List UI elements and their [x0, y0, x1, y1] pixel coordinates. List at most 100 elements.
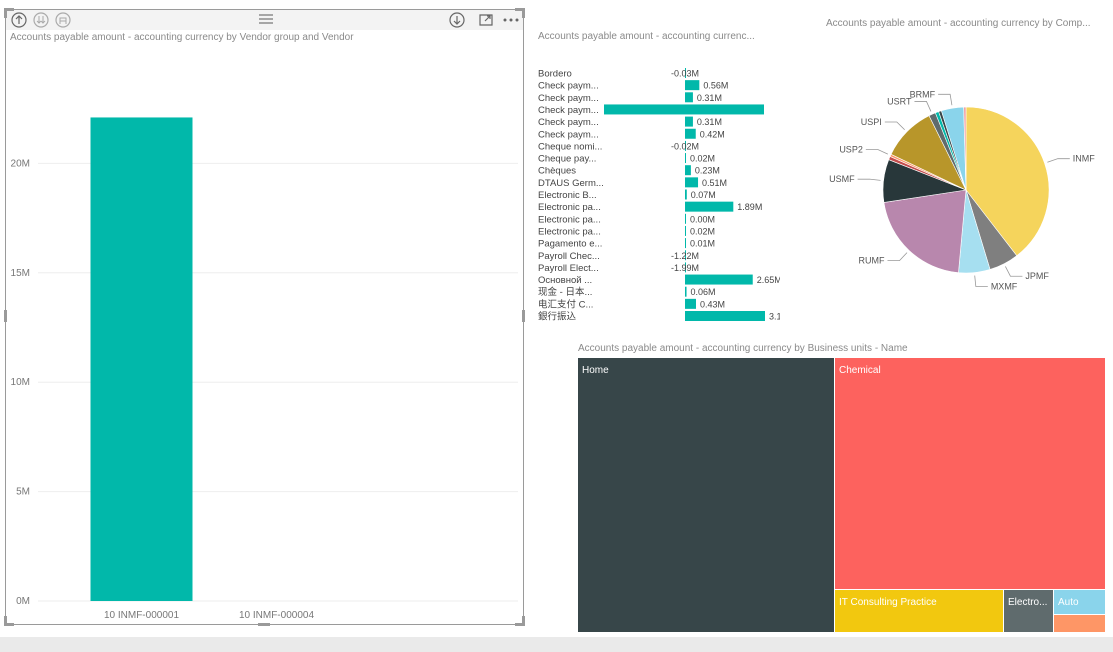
resize-handle[interactable] [522, 616, 525, 626]
bar [685, 140, 686, 151]
slice-label: USMF [829, 174, 855, 184]
y-tick-label: 20M [11, 158, 30, 169]
data-label: -1.22M [671, 251, 699, 261]
data-label: 0.02M [690, 154, 715, 164]
data-label: 0.43M [700, 299, 725, 309]
column-chart-plot: 0M 5M 10M 15M 20M 10 INMF-000001 10 INMF-00000… [11, 117, 518, 621]
bar [685, 128, 696, 139]
x-tick-label: 10 INMF-000004 [239, 610, 314, 621]
bar [685, 250, 686, 261]
bar [604, 104, 764, 115]
payment-method-bar-chart[interactable]: Bordero -0.03M Check paym... 0.56M Check pay… [530, 64, 780, 324]
data-label: 0.00M [690, 214, 715, 224]
resize-handle[interactable] [258, 623, 270, 626]
vendor-column-chart[interactable]: Accounts payable amount - accounting cur… [5, 9, 524, 625]
bar [90, 117, 193, 602]
bar [685, 298, 696, 309]
payment-chart-title: Accounts payable amount - accounting cur… [538, 31, 755, 42]
category-label: Check paym... [538, 117, 599, 128]
category-label: Payroll Chec... [538, 251, 600, 262]
leader-line [1047, 158, 1070, 163]
leader-line [884, 121, 905, 131]
chart-title: Accounts payable amount - accounting cur… [10, 32, 354, 43]
pie-chart-title: Accounts payable amount - accounting cur… [826, 18, 1091, 29]
data-label: -1.99M [671, 263, 699, 273]
slice-label: USPI [861, 117, 882, 127]
data-label: 0.07M [691, 190, 716, 200]
slice-label: JPMF [1025, 271, 1049, 281]
slice-label: MXMF [991, 282, 1018, 292]
category-label: DTAUS Germ... [538, 178, 604, 189]
slice-label: BRMF [910, 89, 936, 99]
bar [685, 177, 699, 188]
resize-handle[interactable] [515, 8, 525, 11]
bar [685, 225, 686, 236]
treemap-label: Home [582, 365, 609, 376]
category-label: Electronic pa... [538, 202, 601, 213]
category-label: Payroll Elect... [538, 263, 599, 274]
resize-handle[interactable] [522, 8, 525, 18]
leader-line [914, 101, 932, 112]
bar [685, 165, 691, 176]
resize-handle[interactable] [522, 310, 525, 322]
leader-line [857, 178, 881, 181]
bar [685, 311, 765, 321]
business-units-treemap[interactable]: Home Chemical IT Consulting Practice Electr… [578, 358, 1105, 632]
data-label: 3.13 [769, 312, 780, 322]
category-label: 銀行振込 [538, 311, 577, 323]
category-label: 现金 - 日本... [538, 286, 592, 298]
resize-handle[interactable] [4, 8, 14, 11]
bar [685, 274, 753, 285]
treemap-tile [1004, 590, 1053, 632]
drill-down-all-icon[interactable] [33, 12, 49, 28]
category-label: Основной ... [538, 275, 592, 286]
resize-handle[interactable] [4, 310, 7, 322]
bar [685, 189, 687, 200]
category-label: Cheque nomi... [538, 141, 602, 152]
category-label: Check paym... [538, 81, 599, 92]
category-label: Pagamento e... [538, 239, 602, 250]
resize-handle[interactable] [4, 616, 7, 626]
data-label: 0.23M [695, 166, 720, 176]
treemap-tile [835, 358, 1105, 589]
bar [685, 153, 686, 164]
bar [685, 262, 686, 273]
resize-handle[interactable] [515, 623, 525, 626]
data-label: 0.31M [697, 117, 722, 127]
bar [685, 201, 734, 212]
visual-header [6, 10, 523, 30]
category-label: Electronic pa... [538, 214, 601, 225]
report-canvas: Accounts payable amount - accounting cur… [0, 0, 1113, 637]
resize-handle[interactable] [4, 8, 7, 18]
treemap-tile [1054, 590, 1105, 614]
category-label: Electronic B... [538, 190, 597, 201]
x-tick-label: 10 INMF-000001 [104, 610, 179, 621]
data-label: 0.02M [690, 226, 715, 236]
bar [685, 80, 700, 91]
drag-handle-icon[interactable] [258, 13, 274, 25]
drill-up-icon[interactable] [11, 12, 27, 28]
leader-line [938, 93, 953, 106]
treemap-tile [835, 590, 1003, 632]
data-label: 0.56M [703, 81, 728, 91]
treemap-label: IT Consulting Practice [839, 597, 937, 608]
drill-down-mode-icon[interactable] [449, 12, 465, 28]
leader-line [974, 275, 988, 287]
data-label: 0.31M [697, 93, 722, 103]
expand-next-level-icon[interactable] [55, 12, 71, 28]
slice-label: USP2 [839, 145, 863, 155]
slice-label: USRT [887, 96, 912, 106]
more-options-icon[interactable] [502, 12, 520, 28]
bar [685, 92, 693, 103]
bar [685, 286, 687, 297]
data-label: 0.01M [690, 239, 715, 249]
category-label: Electronic pa... [538, 226, 601, 237]
leader-line [865, 149, 889, 155]
data-label: 0.51M [702, 178, 727, 188]
leader-line [887, 252, 908, 261]
category-label: Check paym... [538, 105, 599, 116]
category-label: Check paym... [538, 93, 599, 104]
resize-handle[interactable] [4, 623, 14, 626]
focus-mode-icon[interactable] [478, 12, 494, 28]
